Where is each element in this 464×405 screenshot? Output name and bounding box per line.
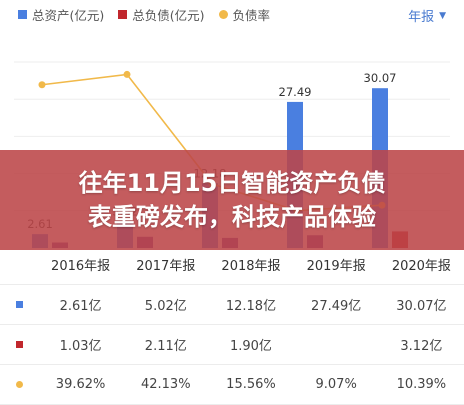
- legend-label-ratio: 负债率: [232, 7, 271, 23]
- point-ratio: [38, 81, 46, 89]
- table-cell: 3.12亿: [378, 324, 464, 365]
- table-header-row: 2016年报 2017年报 2018年报 2019年报 2020年报: [0, 245, 464, 285]
- point-ratio: [123, 70, 131, 78]
- legend-label-liabilities: 总负债(亿元): [132, 7, 205, 23]
- data-label-assets: 30.07: [364, 71, 397, 85]
- ratio-dot-icon: [218, 9, 228, 19]
- table-cell: 10.39%: [378, 364, 464, 405]
- table-cell: [293, 324, 379, 365]
- table-cell: 1.03亿: [38, 324, 124, 365]
- table-row-ratio: 39.62% 42.13% 15.56% 9.07% 10.39%: [0, 364, 464, 405]
- legend-item-ratio[interactable]: 负债率: [218, 5, 271, 24]
- legend-item-liabilities[interactable]: 总负债(亿元): [118, 5, 205, 24]
- table-cell: 42.13%: [123, 364, 209, 405]
- period-select[interactable]: 年报 ▼: [408, 6, 446, 25]
- headline-line-2: 表重磅发布，科技产品体验: [88, 203, 376, 231]
- table-cell: 15.56%: [208, 364, 294, 405]
- table-cell: 1.90亿: [208, 324, 294, 365]
- table-cell: 27.49亿: [293, 284, 379, 325]
- assets-swatch-icon: [18, 9, 27, 19]
- table-header-cell: 2020年报: [378, 245, 464, 285]
- liabilities-swatch-icon: [118, 9, 128, 19]
- assets-marker-icon: [15, 301, 23, 308]
- liabilities-marker-icon: [15, 341, 23, 348]
- table-cell: 39.62%: [38, 364, 124, 405]
- table-header-cell: 2016年报: [38, 245, 124, 285]
- table-cell: 2.61亿: [38, 284, 124, 325]
- headline-line-1: 往年11月15日智能资产负债: [78, 169, 386, 197]
- legend-item-assets[interactable]: 总资产(亿元): [18, 5, 104, 24]
- table-cell: 5.02亿: [123, 284, 209, 325]
- table-row-assets: 2.61亿 5.02亿 12.18亿 27.49亿 30.07亿: [0, 284, 464, 325]
- ratio-marker-icon: [15, 381, 23, 388]
- data-table: 2016年报 2017年报 2018年报 2019年报 2020年报 2.61亿…: [0, 245, 464, 405]
- table-cell: 9.07%: [293, 364, 379, 405]
- table-header-cell: 2019年报: [293, 245, 379, 285]
- period-select-label: 年报: [408, 10, 435, 25]
- chart-legend: 总资产(亿元) 总负债(亿元) 负债率: [0, 0, 284, 28]
- table-cell: 30.07亿: [378, 284, 464, 325]
- legend-label-assets: 总资产(亿元): [32, 7, 105, 23]
- table-cell: 2.11亿: [123, 324, 209, 365]
- chevron-down-icon: ▼: [439, 10, 446, 21]
- table-row-liabilities: 1.03亿 2.11亿 1.90亿 3.12亿: [0, 324, 464, 365]
- table-header-cell: 2018年报: [208, 245, 294, 285]
- table-header-marker: [0, 245, 38, 285]
- headline-banner: 往年11月15日智能资产负债 表重磅发布，科技产品体验: [0, 150, 464, 250]
- table-header-cell: 2017年报: [123, 245, 209, 285]
- data-label-assets: 27.49: [279, 85, 312, 99]
- table-cell: 12.18亿: [208, 284, 294, 325]
